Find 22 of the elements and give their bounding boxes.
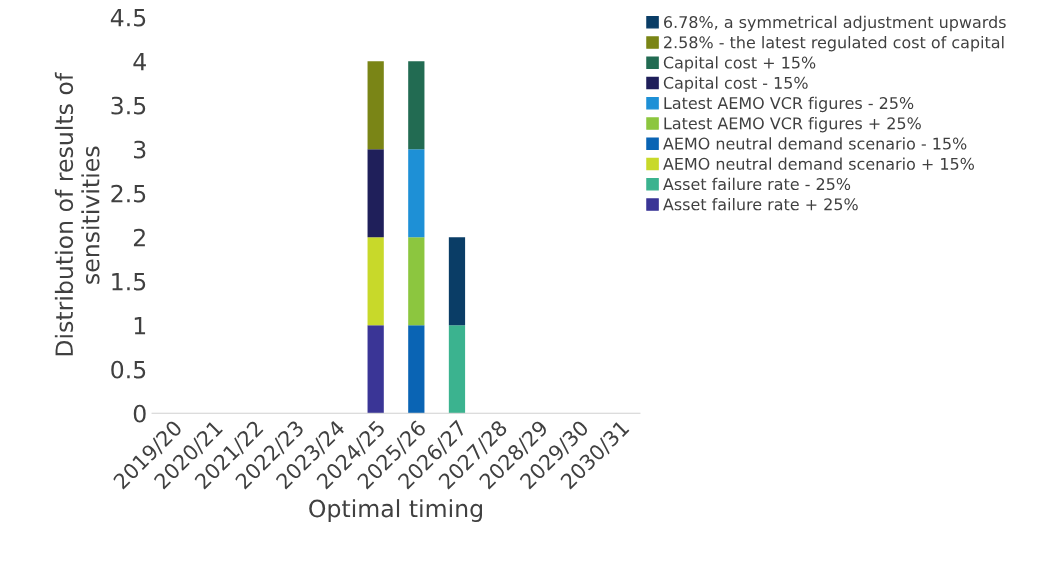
legend-label: Latest AEMO VCR figures + 25%	[664, 117, 921, 133]
x-axis-title: Optimal timing	[309, 499, 482, 522]
legend-label: 6.78%, a symmetrical adjustment upwards	[664, 15, 1006, 32]
y-tick-label: 3	[134, 140, 146, 159]
legend-label: AEMO neutral demand scenario + 15%	[663, 157, 974, 170]
y-tick-label: 1	[134, 317, 146, 335]
legend-label: Capital cost - 15%	[663, 76, 808, 92]
y-tick-label: 0.5	[111, 360, 146, 379]
y-tick-label: 2.5	[111, 184, 146, 203]
y-tick-label: 4	[133, 52, 146, 71]
y-tick-label: 4.5	[110, 8, 146, 27]
legend-label: Capital cost + 15%	[663, 56, 816, 72]
legend-label: Latest AEMO VCR figures - 25%	[664, 96, 914, 113]
legend-label: 2.58% - the latest regulated cost of capital	[664, 36, 1004, 52]
y-tick-label: 1.5	[112, 273, 146, 291]
y-tick-label: 2	[133, 228, 145, 247]
legend-label: AEMO neutral demand scenario - 15%	[663, 137, 967, 150]
legend-label: Asset failure rate - 25%	[663, 177, 851, 191]
y-tick-label: 0	[133, 404, 146, 423]
y-tick-label: 3.5	[111, 96, 146, 115]
y-axis-title: Distribution of results of sensitivities	[54, 72, 100, 356]
legend-label: Asset failure rate + 25%	[663, 198, 858, 211]
